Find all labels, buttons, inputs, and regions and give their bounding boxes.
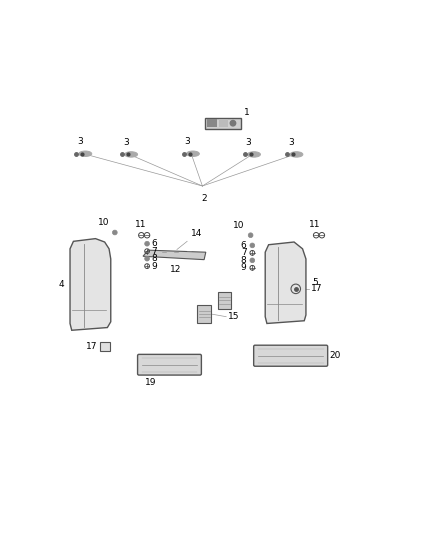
Text: 12: 12	[170, 265, 181, 274]
Text: 7: 7	[151, 247, 157, 256]
Text: 15: 15	[228, 312, 240, 321]
Circle shape	[113, 230, 117, 235]
Ellipse shape	[290, 152, 303, 157]
Circle shape	[248, 233, 253, 238]
FancyBboxPatch shape	[138, 354, 201, 375]
FancyBboxPatch shape	[197, 305, 211, 323]
Text: 1: 1	[244, 108, 250, 117]
Text: 6: 6	[151, 239, 157, 248]
Text: 14: 14	[191, 229, 202, 238]
Polygon shape	[70, 239, 111, 330]
FancyBboxPatch shape	[218, 292, 231, 309]
Text: 10: 10	[233, 221, 245, 230]
Text: 8: 8	[151, 254, 157, 263]
Polygon shape	[265, 242, 306, 324]
Bar	[100, 342, 110, 351]
Text: 10: 10	[98, 219, 109, 228]
Circle shape	[145, 256, 149, 261]
Bar	[219, 119, 228, 127]
Bar	[207, 119, 217, 127]
Text: 20: 20	[329, 351, 340, 360]
Text: 6: 6	[241, 241, 247, 250]
Text: 8: 8	[241, 256, 247, 265]
Ellipse shape	[79, 151, 92, 157]
Circle shape	[230, 120, 236, 126]
Text: 17: 17	[311, 284, 322, 293]
Text: 9: 9	[241, 263, 247, 272]
Text: 11: 11	[134, 220, 146, 229]
Text: 19: 19	[145, 378, 156, 387]
Text: 3: 3	[288, 138, 293, 147]
Text: 3: 3	[184, 137, 190, 146]
Polygon shape	[143, 250, 206, 260]
Text: 3: 3	[78, 137, 83, 146]
Text: 3: 3	[245, 138, 251, 147]
Text: 4: 4	[59, 280, 64, 289]
FancyBboxPatch shape	[254, 345, 328, 366]
Text: 3: 3	[123, 138, 129, 147]
Text: 17: 17	[86, 342, 98, 351]
Ellipse shape	[187, 151, 199, 157]
Ellipse shape	[247, 152, 261, 157]
Circle shape	[250, 243, 254, 248]
Ellipse shape	[125, 152, 138, 157]
Text: 11: 11	[309, 220, 321, 229]
Text: 5: 5	[313, 278, 318, 287]
Text: 7: 7	[241, 248, 247, 257]
Text: 9: 9	[151, 262, 157, 271]
Circle shape	[250, 258, 254, 263]
Circle shape	[145, 241, 149, 246]
FancyBboxPatch shape	[205, 118, 240, 128]
Text: 2: 2	[201, 195, 207, 204]
